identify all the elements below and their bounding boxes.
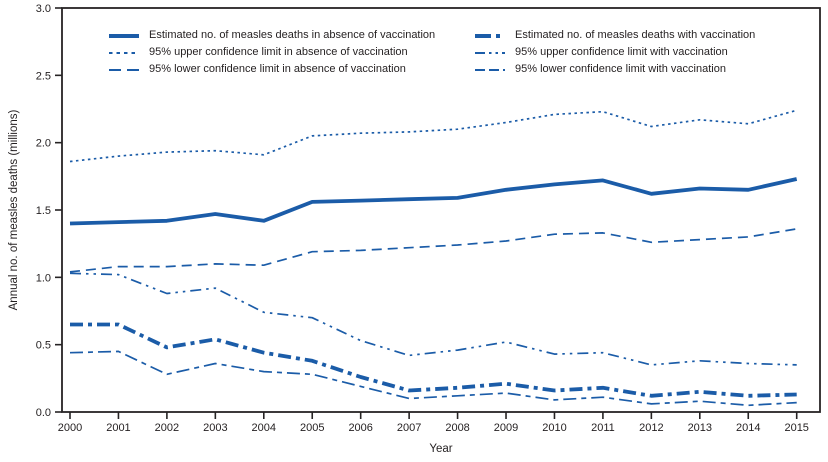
- series-line-upper-ci-with-vaccination: [69, 272, 797, 366]
- svg-text:2000: 2000: [58, 422, 82, 434]
- svg-text:2.0: 2.0: [36, 138, 51, 150]
- svg-text:3.0: 3.0: [36, 3, 51, 15]
- svg-text:2.5: 2.5: [36, 70, 51, 82]
- svg-text:2006: 2006: [348, 422, 372, 434]
- legend-line-marker: [109, 68, 139, 71]
- svg-text:2007: 2007: [397, 422, 421, 434]
- svg-text:2010: 2010: [542, 422, 566, 434]
- legend-item: Estimated no. of measles deaths with vac…: [474, 27, 755, 44]
- series-line-deaths-no-vaccination: [69, 177, 798, 226]
- legend-label: Estimated no. of measles deaths in absen…: [149, 29, 436, 41]
- svg-text:2003: 2003: [203, 422, 227, 434]
- legend-item: 95% lower confidence limit with vaccinat…: [474, 61, 755, 78]
- legend-line-marker: [475, 68, 505, 71]
- svg-text:2001: 2001: [106, 422, 130, 434]
- svg-text:0.0: 0.0: [36, 407, 51, 419]
- svg-text:2012: 2012: [639, 422, 663, 434]
- legend-column-no-vaccination: Estimated no. of measles deaths in absen…: [108, 27, 435, 78]
- y-axis-ticks: 0.0 0.5 1.0 1.5 2.0 2.5 3.0: [36, 3, 62, 419]
- svg-text:2009: 2009: [494, 422, 518, 434]
- svg-text:2008: 2008: [445, 422, 469, 434]
- svg-text:1.5: 1.5: [36, 205, 51, 217]
- svg-text:2011: 2011: [591, 422, 615, 434]
- legend-label: 95% upper confidence limit with vaccinat…: [515, 46, 728, 58]
- legend-item: 95% upper confidence limit with vaccinat…: [474, 44, 755, 61]
- legend-line-marker: [475, 33, 505, 38]
- legend-item: 95% lower confidence limit in absence of…: [108, 61, 435, 78]
- legend-line-marker: [109, 51, 139, 54]
- series-line-upper-ci-no-vaccination: [69, 109, 797, 163]
- svg-text:2013: 2013: [688, 422, 712, 434]
- series-line-lower-ci-with-vaccination: [69, 350, 797, 407]
- svg-text:0.5: 0.5: [36, 340, 51, 352]
- legend-column-with-vaccination: Estimated no. of measles deaths with vac…: [474, 27, 755, 78]
- svg-text:2005: 2005: [300, 422, 324, 434]
- svg-text:2004: 2004: [252, 422, 276, 434]
- svg-text:1.0: 1.0: [36, 272, 51, 284]
- legend-item: Estimated no. of measles deaths in absen…: [108, 27, 435, 44]
- svg-text:2014: 2014: [736, 422, 760, 434]
- legend-line-marker: [109, 33, 139, 38]
- series-line-deaths-with-vaccination: [70, 322, 797, 398]
- legend-label: 95% lower confidence limit with vaccinat…: [515, 63, 726, 75]
- svg-text:2015: 2015: [784, 422, 808, 434]
- legend-line-marker: [475, 51, 505, 54]
- svg-text:2002: 2002: [155, 422, 179, 434]
- x-axis-ticks: 2000 2001 2002 2003 2004 2005 2006 2007 2008 2009…: [58, 412, 809, 434]
- series-line-lower-ci-no-vaccination: [69, 228, 797, 273]
- legend-item: 95% upper confidence limit in absence of…: [108, 44, 435, 61]
- y-axis-title: Annual no. of measles deaths (millions): [8, 109, 20, 311]
- x-axis-title: Year: [429, 443, 453, 455]
- legend-label: 95% lower confidence limit in absence of…: [149, 63, 406, 75]
- legend-label: Estimated no. of measles deaths with vac…: [515, 29, 756, 41]
- legend-label: 95% upper confidence limit in absence of…: [149, 46, 408, 58]
